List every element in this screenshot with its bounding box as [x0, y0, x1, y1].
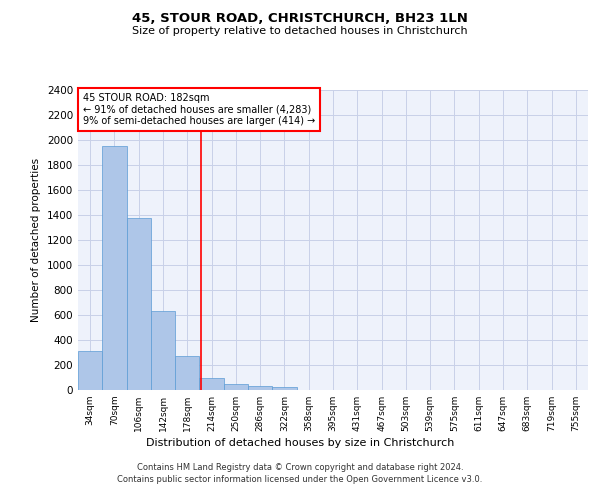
Bar [224, 384, 248, 390]
Bar [248, 386, 272, 390]
Bar [175, 356, 199, 390]
Text: 45 STOUR ROAD: 182sqm
← 91% of detached houses are smaller (4,283)
9% of semi-de: 45 STOUR ROAD: 182sqm ← 91% of detached … [83, 93, 316, 126]
Text: Contains HM Land Registry data © Crown copyright and database right 2024.: Contains HM Land Registry data © Crown c… [137, 464, 463, 472]
Text: 45, STOUR ROAD, CHRISTCHURCH, BH23 1LN: 45, STOUR ROAD, CHRISTCHURCH, BH23 1LN [132, 12, 468, 26]
Bar [78, 350, 102, 390]
Bar [151, 311, 175, 390]
Text: Contains public sector information licensed under the Open Government Licence v3: Contains public sector information licen… [118, 475, 482, 484]
Text: Size of property relative to detached houses in Christchurch: Size of property relative to detached ho… [132, 26, 468, 36]
Bar [199, 378, 224, 390]
Y-axis label: Number of detached properties: Number of detached properties [31, 158, 41, 322]
Bar [102, 146, 127, 390]
Text: Distribution of detached houses by size in Christchurch: Distribution of detached houses by size … [146, 438, 454, 448]
Bar [127, 218, 151, 390]
Bar [272, 386, 296, 390]
